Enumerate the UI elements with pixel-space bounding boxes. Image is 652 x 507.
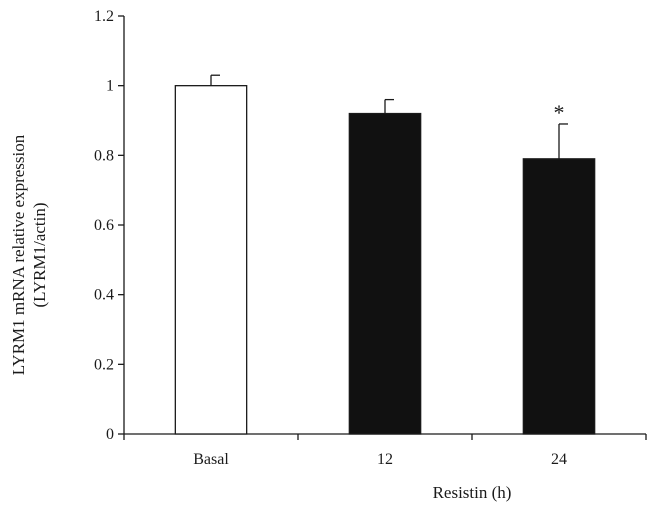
x-axis: Basal 12 24 <box>123 433 647 468</box>
x-ticks: Basal 12 24 <box>123 434 647 468</box>
y-tick-label: 1 <box>106 78 114 95</box>
bar-24 <box>522 158 596 435</box>
x-axis-title: Resistin (h) <box>433 483 512 502</box>
y-tick-label: 0 <box>106 426 114 443</box>
x-tick-label: Basal <box>193 451 229 468</box>
x-tick-label: 24 <box>551 451 567 468</box>
y-axis-title-line2: (LYRM1/actin) <box>30 203 49 308</box>
y-tick-label: 0.6 <box>94 217 114 234</box>
y-ticks: 0 0.2 0.4 0.6 0.8 1 1.2 <box>94 8 124 443</box>
bar-12 <box>348 112 422 435</box>
annotations: * <box>554 100 565 125</box>
y-tick-label: 0.4 <box>94 287 114 304</box>
y-tick-label: 1.2 <box>94 8 114 25</box>
significance-marker: * <box>554 100 565 125</box>
x-tick-label: 12 <box>377 451 393 468</box>
y-tick-label: 0.2 <box>94 356 114 373</box>
bar-Basal <box>174 85 248 435</box>
y-axis-title-line1: LYRM1 mRNA relative expression <box>9 134 28 375</box>
error-bars <box>210 74 568 159</box>
bars <box>174 85 596 435</box>
y-tick-label: 0.8 <box>94 147 114 164</box>
y-axis: 0 0.2 0.4 0.6 0.8 1 1.2 <box>94 8 125 443</box>
